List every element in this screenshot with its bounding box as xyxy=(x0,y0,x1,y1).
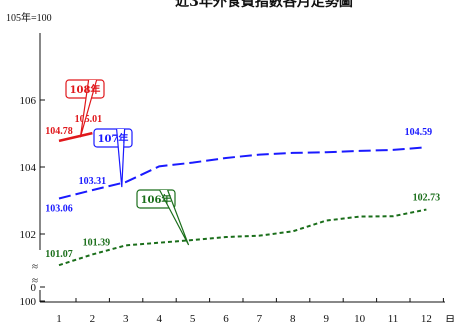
x-tick-label: 5 xyxy=(190,313,196,322)
y-tick-label: 102 xyxy=(20,229,37,241)
data-label: 103.31 xyxy=(79,176,107,187)
series-tag-label: 107年 xyxy=(98,132,129,145)
series-tag-pointer xyxy=(116,128,126,188)
x-tick-label: 1 xyxy=(56,313,62,322)
data-label: 103.06 xyxy=(45,203,73,214)
series-tag-pointer xyxy=(159,189,190,246)
series-line-107 xyxy=(58,146,427,200)
series-tag-label: 108年 xyxy=(70,83,101,96)
data-label: 104.78 xyxy=(45,126,73,137)
y-tick-label-zero: 0 xyxy=(31,282,37,294)
y-unit-label: 105年=100 xyxy=(6,11,52,24)
x-axis-label: 月 xyxy=(445,315,456,322)
y-tick-label: 100 xyxy=(20,296,37,308)
x-tick-label: 7 xyxy=(257,313,263,322)
chart-title: 近3年外食費指數各月走勢圖 xyxy=(175,0,353,10)
x-tick-label: 3 xyxy=(123,313,129,322)
series-layer xyxy=(58,131,427,267)
axis-break-mark: ≈ xyxy=(32,261,38,273)
data-label: 102.73 xyxy=(413,193,441,204)
data-label: 101.07 xyxy=(45,249,73,260)
x-tick-label: 4 xyxy=(156,313,162,322)
x-tick-label: 8 xyxy=(290,313,296,322)
series-tags: 106年 107年 108年 xyxy=(65,79,190,246)
data-label: 105.01 xyxy=(75,114,103,125)
series-tag-label: 106年 xyxy=(141,193,172,206)
x-tick-label: 2 xyxy=(90,313,96,322)
x-tick-label: 11 xyxy=(388,313,399,322)
x-tick-label: 6 xyxy=(223,313,229,322)
data-labels: 101.07 101.39 102.73 103.06 103.31 104.59 104.… xyxy=(45,114,440,260)
y-tick-label: 106 xyxy=(20,95,37,107)
y-tick-label: 104 xyxy=(20,162,37,174)
series-tag-pointer xyxy=(79,79,98,138)
data-label: 101.39 xyxy=(83,237,111,248)
x-tick-label: 9 xyxy=(323,313,329,322)
x-tick-label: 10 xyxy=(354,313,366,322)
data-label: 104.59 xyxy=(405,127,433,138)
series-line-106 xyxy=(58,208,427,267)
axis-break-mark: ≈ xyxy=(32,275,38,287)
series-line-108 xyxy=(58,131,93,143)
x-tick-label: 12 xyxy=(421,313,432,322)
